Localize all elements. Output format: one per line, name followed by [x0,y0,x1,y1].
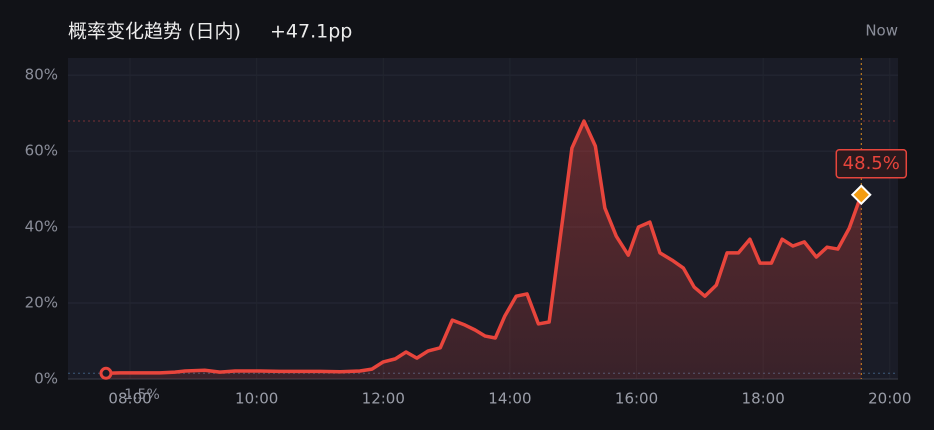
x-tick-label: 18:00 [742,390,785,408]
x-tick-label: 10:00 [235,390,278,408]
x-tick-label: 14:00 [488,390,531,408]
chart-title: 概率变化趋势 (日内) [68,21,241,43]
y-tick-label: 20% [25,294,58,312]
start-label: 1.5% [124,387,160,403]
y-tick-label: 0% [34,370,58,388]
y-tick-label: 60% [25,142,58,160]
end-label-box [835,149,908,179]
y-tick-label: 80% [25,66,58,84]
x-tick-label: 20:00 [868,390,911,408]
x-tick-label: 08:00 [108,390,151,408]
y-tick-label: 40% [25,218,58,236]
start-marker [99,366,113,380]
x-tick-label: 12:00 [362,390,405,408]
area-fill [105,121,862,379]
change-label: +47.1pp [270,21,352,43]
x-tick-label: 16:00 [615,390,658,408]
end-marker [850,184,872,206]
end-label: 48.5% [843,153,900,174]
line [105,119,863,376]
now-label: Now [865,22,898,40]
